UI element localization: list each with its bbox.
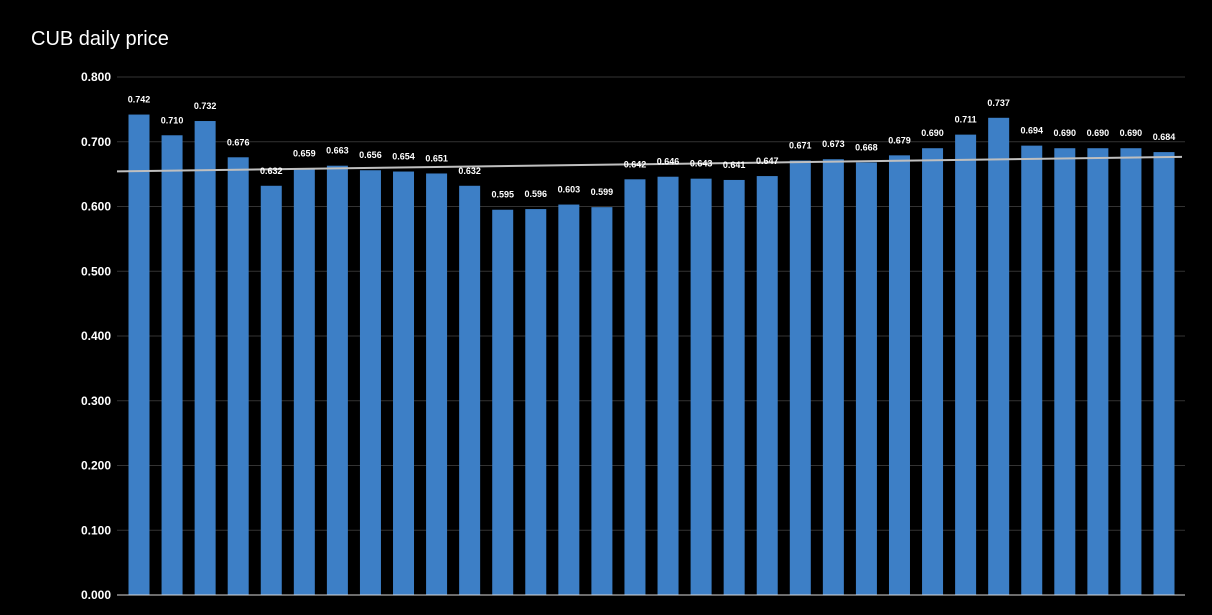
bar	[756, 176, 778, 595]
bar	[789, 160, 811, 595]
data-label: 0.676	[227, 137, 250, 147]
data-label: 0.711	[955, 115, 977, 125]
data-label: 0.647	[756, 156, 779, 166]
data-label: 0.663	[326, 146, 349, 156]
y-tick-label: 0.800	[81, 70, 111, 84]
y-tick-label: 0.600	[81, 200, 111, 214]
bar	[591, 207, 613, 595]
bar	[293, 168, 315, 596]
bar	[359, 170, 381, 596]
bars	[128, 114, 1175, 596]
data-label: 0.690	[921, 128, 944, 138]
bar	[227, 157, 249, 596]
y-tick-label: 0.200	[81, 459, 111, 473]
bar	[1153, 152, 1175, 596]
y-tick-label: 0.300	[81, 394, 111, 408]
bar	[194, 121, 216, 595]
bar	[558, 204, 580, 595]
bar	[888, 155, 910, 595]
bar	[326, 165, 348, 595]
bar	[161, 135, 183, 595]
bar	[822, 159, 844, 596]
bar	[260, 185, 282, 595]
bar	[1054, 148, 1076, 595]
bar	[1087, 148, 1109, 595]
bar	[988, 117, 1010, 595]
data-label: 0.673	[822, 139, 845, 149]
data-label: 0.603	[558, 185, 581, 195]
data-label: 0.684	[1153, 132, 1176, 142]
data-labels: 0.742 0.710 0.732 0.676 0.632 0.659 0.663 0.656…	[128, 95, 1176, 200]
y-axis-ticks: 0.000 0.100 0.200 0.300 0.400 0.500 0.600 0.700…	[81, 70, 111, 602]
bar	[525, 209, 547, 595]
data-label: 0.710	[161, 115, 184, 125]
data-label: 0.599	[591, 187, 614, 197]
data-label: 0.668	[855, 142, 878, 152]
bar	[128, 114, 150, 596]
y-tick-label: 0.100	[81, 523, 111, 537]
data-label: 0.679	[888, 135, 911, 145]
bar	[922, 148, 944, 595]
y-tick-label: 0.000	[81, 588, 111, 602]
data-label: 0.632	[260, 166, 283, 176]
data-label: 0.742	[128, 95, 151, 105]
bar	[855, 162, 877, 595]
data-label: 0.732	[194, 101, 217, 111]
bar	[393, 171, 415, 595]
data-label: 0.596	[525, 189, 548, 199]
data-label: 0.690	[1087, 128, 1110, 138]
bar	[657, 176, 679, 595]
data-label: 0.654	[392, 152, 415, 162]
y-tick-label: 0.500	[81, 264, 111, 278]
bar	[624, 179, 646, 595]
data-label: 0.646	[657, 157, 680, 167]
bar	[1021, 145, 1043, 595]
y-tick-label: 0.400	[81, 329, 111, 343]
bar	[492, 209, 514, 596]
data-label: 0.651	[425, 153, 448, 163]
bar	[1120, 148, 1142, 595]
bar	[723, 179, 745, 595]
bar	[690, 178, 712, 595]
chart-title: CUB daily price	[31, 28, 169, 50]
bar	[955, 134, 977, 595]
data-label: 0.595	[491, 190, 514, 200]
bar	[459, 185, 481, 595]
data-label: 0.694	[1020, 126, 1043, 136]
data-label: 0.641	[723, 160, 746, 170]
data-label: 0.737	[987, 98, 1010, 108]
data-label: 0.642	[624, 159, 647, 169]
y-tick-label: 0.700	[81, 135, 111, 149]
bar	[426, 173, 448, 596]
data-label: 0.671	[789, 141, 812, 151]
data-label: 0.656	[359, 150, 382, 160]
data-label: 0.690	[1054, 128, 1077, 138]
data-label: 0.659	[293, 148, 316, 158]
trendline-layer	[116, 155, 1183, 173]
data-label: 0.643	[690, 159, 713, 169]
trendline	[116, 155, 1183, 173]
data-label: 0.632	[458, 166, 481, 176]
data-label: 0.690	[1120, 128, 1143, 138]
